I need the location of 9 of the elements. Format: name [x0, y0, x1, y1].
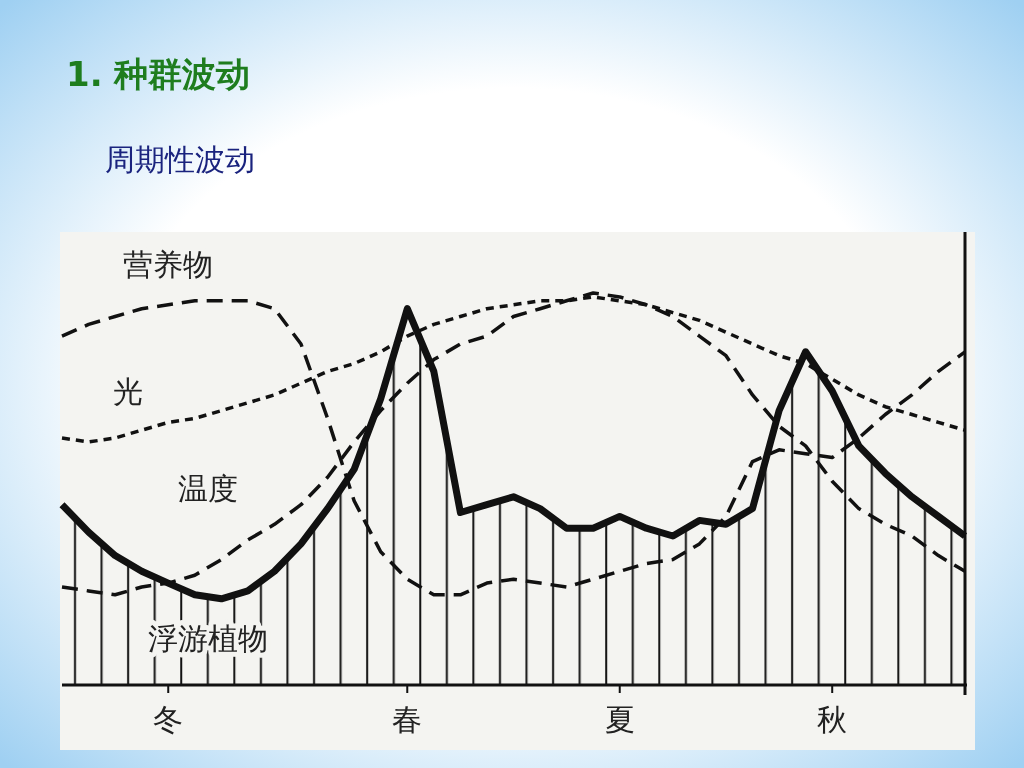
series-label: 营养物: [123, 246, 214, 282]
x-tick-label: 秋: [817, 702, 848, 737]
x-tick-label: 夏: [604, 702, 635, 737]
chart-subtitle: 周期性波动: [105, 142, 255, 177]
chart-title: 1. 种群波动: [66, 54, 251, 94]
series-label: 温度: [178, 471, 239, 507]
x-tick-label: 春: [392, 702, 423, 737]
series-label: 光: [113, 374, 144, 410]
x-tick-label: 冬: [153, 702, 184, 737]
